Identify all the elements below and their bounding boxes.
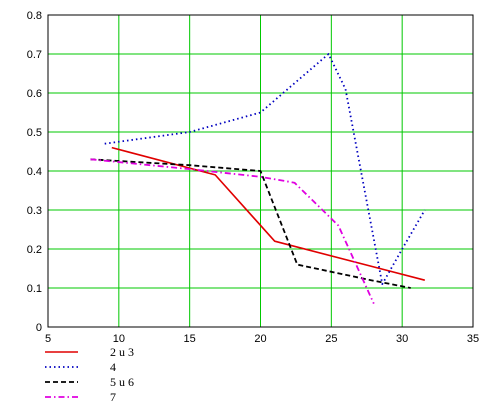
series-line-1 xyxy=(111,146,426,281)
x-tick-label: 35 xyxy=(467,333,479,345)
tick-labels: 5 10 15 20 25 30 35 0 0.1 0.2 0.3 0.4 0.5 0.6 0.7 0.8 xyxy=(27,10,479,345)
y-tick-label: 0.8 xyxy=(27,10,42,22)
series-line-3 xyxy=(90,158,411,289)
legend-label-2: 4 xyxy=(110,360,116,374)
x-tick-label: 5 xyxy=(45,333,51,345)
x-tick-label: 25 xyxy=(325,333,337,345)
x-tick-label: 15 xyxy=(184,333,196,345)
x-tick-label: 30 xyxy=(396,333,408,345)
plot-border xyxy=(47,14,474,328)
y-tick-label: 0 xyxy=(36,322,42,334)
y-tick-label: 0.6 xyxy=(27,88,42,100)
y-tick-label: 0.4 xyxy=(27,166,42,178)
grid-layer xyxy=(47,14,474,328)
x-tick-label: 20 xyxy=(254,333,266,345)
legend-label-4: 7 xyxy=(110,390,116,404)
legend-label-1: 2 u 3 xyxy=(110,345,134,359)
legend-label-3: 5 u 6 xyxy=(110,375,134,389)
y-tick-label: 0.5 xyxy=(27,127,42,139)
x-tick-label: 10 xyxy=(113,333,125,345)
plot-frame xyxy=(47,14,474,328)
series-line-2 xyxy=(104,53,426,286)
series-layer xyxy=(90,53,426,304)
legend: 2 u 345 u 67 xyxy=(45,345,134,404)
y-tick-label: 0.3 xyxy=(27,205,42,217)
y-tick-label: 0.7 xyxy=(27,49,42,61)
series-line-4 xyxy=(90,158,375,304)
y-tick-label: 0.1 xyxy=(27,283,42,295)
y-tick-label: 0.2 xyxy=(27,244,42,256)
